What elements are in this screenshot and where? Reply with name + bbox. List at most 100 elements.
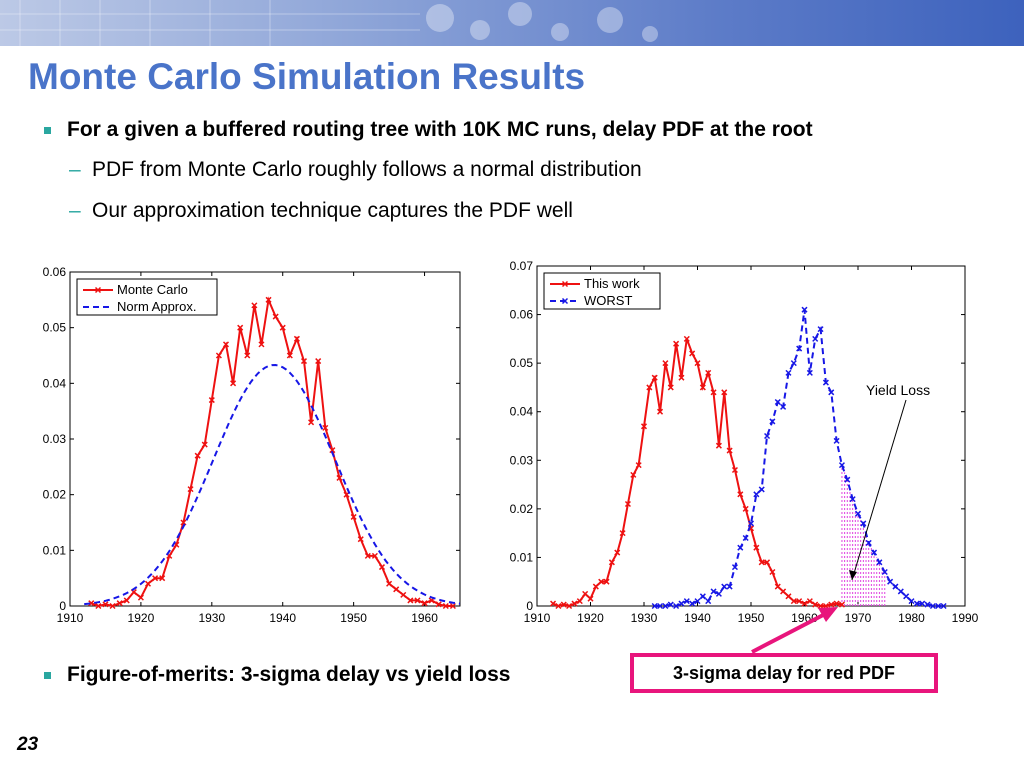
chart2-xtick-label: 1940 xyxy=(684,611,711,625)
chart1-series-1-point xyxy=(187,486,194,493)
chart1-xtick-label: 1960 xyxy=(411,611,438,625)
chart2-series-1-point xyxy=(673,340,680,347)
chart1-xtick-label: 1950 xyxy=(340,611,367,625)
chart1-series-1-point xyxy=(350,513,357,520)
callout-box: 3-sigma delay for red PDF xyxy=(630,653,938,693)
chart1-legend-label-1: Monte Carlo xyxy=(117,282,188,297)
chart2-series-2-point xyxy=(662,602,669,610)
chart2-xtick-label: 1920 xyxy=(577,611,604,625)
chart1-series-1-point xyxy=(144,580,152,587)
chart2-series-2-point xyxy=(833,437,840,444)
chart1-legend-label-2: Norm Approx. xyxy=(117,299,196,314)
chart2-series-1-point xyxy=(560,601,567,608)
chart1-series-1-point xyxy=(371,552,378,559)
chart1-series-1-point xyxy=(137,594,144,601)
chart2-series-1-point xyxy=(651,374,658,381)
chart2-series-2-point xyxy=(657,602,664,610)
chart2-series-2-point xyxy=(897,588,904,595)
chart-monte-carlo: 1910 1920 1930 1940 1950 1960 0 0.01 0.02 0.03 0.0… xyxy=(43,265,461,625)
chart2-series-2-point xyxy=(678,600,685,607)
chart2-series-2-point xyxy=(731,564,738,571)
chart2-series-1-point xyxy=(715,442,722,449)
chart1-series-1-point xyxy=(152,575,159,582)
chart2-series-1-point xyxy=(635,462,642,469)
chart2-series-2-point xyxy=(673,602,680,610)
chart1-ytick-label: 0.01 xyxy=(43,543,67,557)
chart1-series-1-point xyxy=(407,597,414,604)
chart2-series-1-point xyxy=(731,466,738,474)
chart2-series-1-point xyxy=(582,590,589,597)
chart2-series-1-point xyxy=(780,588,787,595)
chart2-series-2-point xyxy=(924,601,931,608)
chart2-series-2-point xyxy=(753,491,760,498)
chart1-series-1-point xyxy=(308,419,315,426)
chart2-series-1-point xyxy=(721,389,728,396)
chart1-ytick-label: 0 xyxy=(59,599,66,613)
chart1-series-1-point xyxy=(435,601,442,608)
chart2-series-1-point xyxy=(662,360,669,367)
chart1-series-1-point xyxy=(336,474,343,481)
chart2-series-1-point xyxy=(737,491,744,498)
chart1-series-1-point xyxy=(116,600,123,607)
chart2-series-1-point xyxy=(619,530,626,537)
chart1-legend: Monte Carlo Norm Approx. xyxy=(76,278,218,316)
chart2-ytick-label: 0.05 xyxy=(510,356,534,370)
chart2-series-1-point xyxy=(550,600,557,607)
chart2-series-2-point xyxy=(790,360,797,367)
chart2-ytick-label: 0.03 xyxy=(510,453,534,467)
chart1-series-1-point xyxy=(293,335,300,342)
chart2-series-2-point xyxy=(892,583,899,590)
chart2-series-1-point xyxy=(689,350,696,357)
chart1-series-1-point xyxy=(393,586,400,593)
chart2-xtick-label: 1960 xyxy=(791,611,818,625)
chart1-series-1-point xyxy=(329,447,336,454)
chart2-series-1-point xyxy=(640,423,648,430)
chart2-xtick-label: 1950 xyxy=(738,611,765,625)
chart1-series-1-point xyxy=(123,597,130,604)
chart1-ytick-label: 0.06 xyxy=(43,265,67,279)
chart2-series-1-point xyxy=(833,600,840,607)
chart2-series-1-point xyxy=(699,384,706,391)
chart1-series-1-point xyxy=(244,352,251,359)
chart2-series-1-point xyxy=(571,600,578,607)
chart2-plot-area xyxy=(536,265,966,607)
chart2-series-2-point xyxy=(721,583,728,590)
chart1-series-1-point xyxy=(315,358,322,365)
chart2-series-2-point xyxy=(737,544,744,551)
chart2-xtick-label: 1910 xyxy=(524,611,551,625)
bullet-marker-2 xyxy=(44,672,51,679)
chart1-series-1-point xyxy=(258,341,265,348)
chart2-series-1-point xyxy=(828,601,835,608)
chart2-series-2-point xyxy=(806,369,813,376)
sub-bullet-1: PDF from Monte Carlo roughly follows a n… xyxy=(92,158,642,181)
chart2-series-1-point xyxy=(614,549,621,556)
header-decoration xyxy=(0,0,658,46)
slide-title: Monte Carlo Simulation Results xyxy=(28,56,586,97)
chart1-series-1-point xyxy=(208,397,215,404)
chart1-xtick-label: 1920 xyxy=(128,611,155,625)
chart2-xtick-label: 1980 xyxy=(898,611,925,625)
chart1-series-1-point xyxy=(102,601,109,608)
chart1-xtick-label: 1940 xyxy=(269,611,296,625)
chart2-series-2-point xyxy=(683,598,690,605)
chart2-series-1-point xyxy=(598,578,605,585)
chart2-series-1-point xyxy=(796,598,803,605)
chart1-series-1-point xyxy=(400,591,407,598)
bullet-2: Figure-of-merits: 3-sigma delay vs yield… xyxy=(67,663,511,686)
chart1-series-1-point xyxy=(222,341,230,348)
chart1-series-1-point xyxy=(159,575,166,582)
chart1-series-1-point xyxy=(357,536,364,543)
chart2-series-1-point xyxy=(694,360,701,367)
chart2-series-1-point xyxy=(705,369,712,376)
chart2-xtick-label: 1930 xyxy=(631,611,658,625)
chart2-legend: This work WORST xyxy=(543,272,661,310)
chart2-series-2-point xyxy=(935,602,942,610)
chart2-ytick-label: 0.07 xyxy=(510,259,534,273)
chart2-series-1-point xyxy=(646,384,653,391)
page-number: 23 xyxy=(17,734,39,755)
chart2-series-2-point xyxy=(705,598,712,605)
chart2-series-2-point xyxy=(801,306,808,313)
chart2-series-2-point xyxy=(769,418,776,425)
chart2-series-2-point xyxy=(929,602,936,610)
chart2-series-1-point xyxy=(753,544,760,551)
